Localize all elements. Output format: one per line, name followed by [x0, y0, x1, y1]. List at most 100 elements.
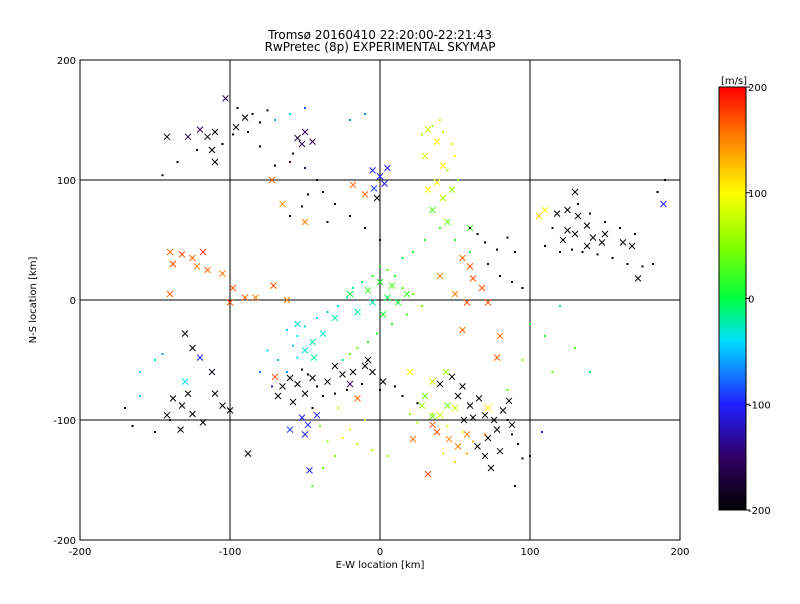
data-point-x — [304, 421, 312, 429]
data-point-x — [448, 373, 456, 381]
data-point-dot — [361, 383, 363, 385]
data-point-x — [487, 464, 495, 472]
data-point-dot — [296, 335, 299, 337]
data-point-dot — [259, 371, 261, 373]
data-point-dot — [322, 191, 324, 193]
data-point-x — [442, 368, 450, 376]
data-point-dot — [274, 164, 276, 167]
data-point-x — [466, 402, 474, 409]
data-point-dot — [634, 233, 636, 235]
data-point-x — [660, 200, 667, 208]
data-point-x — [481, 411, 489, 419]
data-point-dot — [176, 161, 179, 163]
data-point-dot — [442, 452, 444, 455]
data-point-dot — [559, 251, 561, 253]
data-point-dot — [626, 263, 629, 265]
data-point-x — [433, 428, 441, 436]
data-point-dot — [341, 359, 344, 361]
data-point-dot — [521, 359, 524, 361]
data-point-x — [553, 210, 561, 217]
data-point-x — [384, 294, 391, 301]
data-point-x — [409, 435, 417, 443]
data-point-dot — [304, 107, 306, 109]
colorbar-tick-label: 200 — [748, 83, 767, 94]
data-point-dot — [379, 239, 381, 241]
data-point-x — [474, 443, 481, 450]
data-point-dot — [322, 467, 324, 469]
data-point-dot — [409, 413, 411, 415]
data-point-dot — [334, 455, 336, 457]
data-point-dot — [484, 433, 486, 436]
data-point-x — [301, 218, 309, 226]
data-point-x — [424, 470, 432, 478]
data-point-x — [283, 296, 291, 304]
data-point-x — [319, 330, 327, 337]
data-point-dot — [619, 227, 621, 229]
data-point-x — [508, 421, 516, 429]
data-point-dot — [577, 203, 579, 205]
data-point-dot — [349, 428, 351, 431]
data-point-x — [286, 426, 294, 433]
data-point-dot — [301, 368, 303, 371]
data-point-x — [628, 242, 636, 250]
data-point-x — [369, 368, 376, 376]
data-point-dot — [364, 419, 366, 421]
data-point-x — [166, 290, 174, 298]
data-point-x — [439, 162, 447, 169]
data-point-dot — [349, 215, 351, 217]
data-point-dot — [169, 419, 171, 421]
data-point-dot — [439, 119, 441, 121]
data-point-x — [196, 354, 204, 361]
data-point-x — [163, 411, 171, 419]
data-point-dot — [271, 385, 273, 388]
data-point-dot — [454, 461, 456, 463]
data-point-dot — [289, 215, 291, 217]
data-point-dot — [581, 251, 584, 253]
data-point-dot — [296, 356, 299, 359]
data-point-dot — [551, 371, 554, 373]
data-point-dot — [352, 287, 354, 289]
data-point-x — [406, 368, 414, 376]
data-point-dot — [487, 263, 489, 265]
data-point-x — [208, 146, 216, 154]
x-tick-label: 200 — [670, 547, 689, 558]
y-tick-label: -200 — [53, 536, 76, 547]
data-point-dot — [412, 293, 414, 295]
data-point-x — [309, 374, 316, 382]
data-point-dot — [154, 431, 156, 433]
data-point-dot — [451, 143, 453, 145]
data-point-x — [361, 362, 369, 370]
data-point-x — [219, 270, 226, 277]
data-point-x — [349, 181, 357, 189]
data-point-x — [424, 186, 432, 193]
data-point-x — [354, 308, 361, 316]
data-point-dot — [289, 113, 291, 115]
data-point-dot — [316, 385, 318, 388]
data-point-x — [310, 354, 318, 361]
data-point-x — [354, 395, 361, 402]
data-point-dot — [304, 325, 306, 328]
data-point-x — [429, 378, 436, 385]
data-point-dot — [367, 341, 369, 343]
x-axis-title: E-W location [km] — [336, 560, 425, 571]
axis-tick-labels: -200 -100 0 100 200 -200 -100 0 100 200 — [53, 56, 689, 558]
data-point-dot — [364, 227, 366, 229]
data-point-x — [169, 260, 177, 268]
data-point-x — [177, 426, 184, 433]
data-point-dot — [604, 221, 606, 223]
data-point-dot — [139, 371, 141, 373]
data-point-dot — [232, 133, 234, 136]
data-point-x — [429, 421, 436, 429]
data-point-x — [286, 374, 294, 382]
data-point-dot — [301, 205, 303, 208]
data-point-x — [309, 338, 316, 346]
data-point-x — [226, 407, 234, 414]
axis-ticks — [79, 59, 681, 541]
data-point-dot — [196, 149, 198, 151]
data-point-dot — [139, 395, 141, 397]
data-point-dot — [259, 121, 261, 124]
data-point-dot — [424, 239, 426, 241]
data-point-dot — [259, 145, 261, 148]
data-point-dot — [589, 371, 591, 373]
